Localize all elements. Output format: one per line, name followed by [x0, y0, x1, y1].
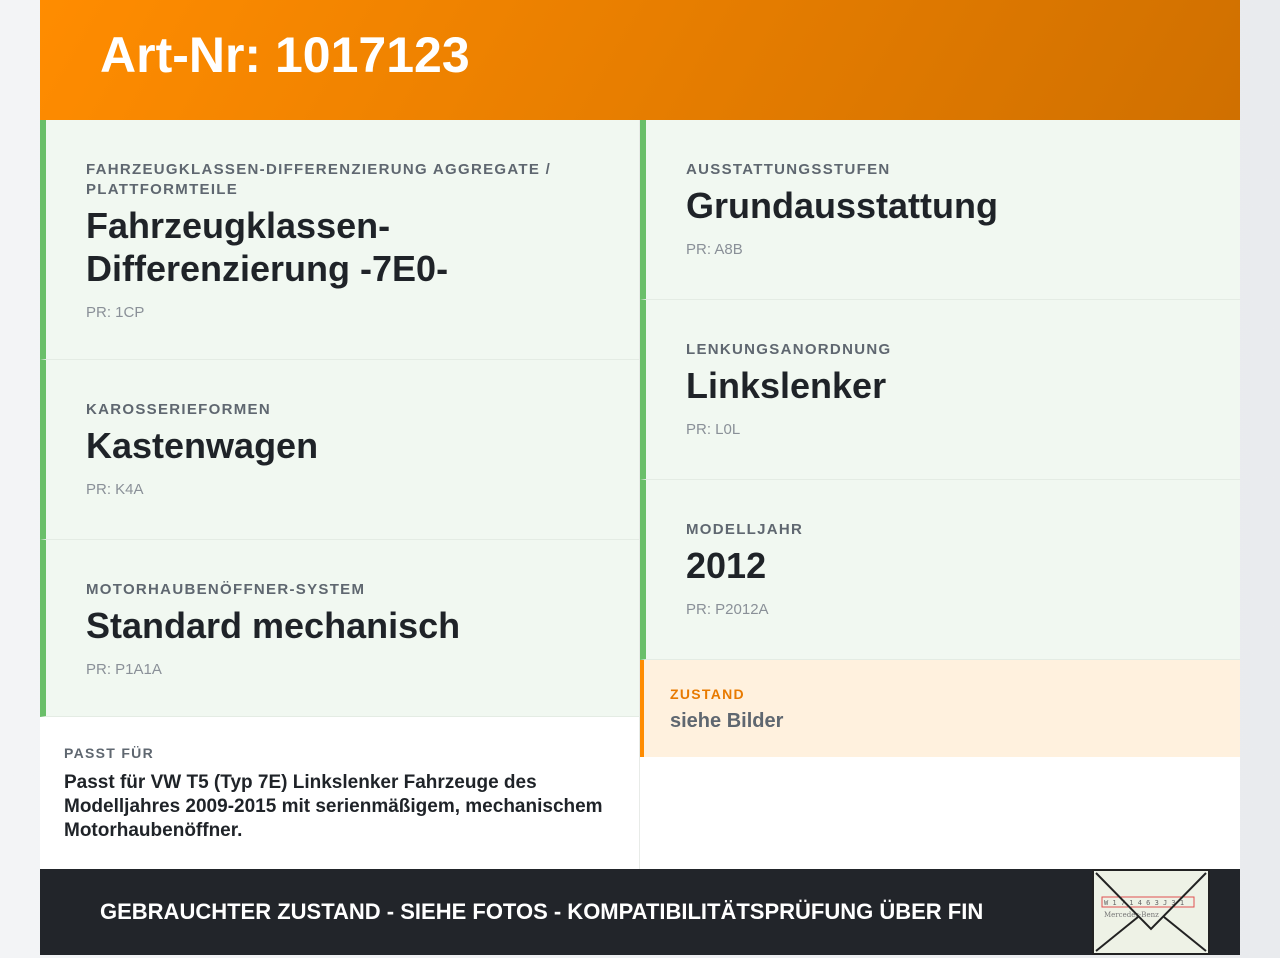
- attribute-card: Fahrzeugklassen-Differenzierung Aggregat…: [40, 120, 639, 361]
- attribute-label: Motorhaubenöffner-System: [86, 580, 366, 598]
- attribute-card: Lenkungsanordnung Linkslenker PR: L0L: [640, 300, 1240, 480]
- condition-card: Zustand siehe Bilder: [640, 660, 1240, 757]
- pr-code: PR: K4A: [86, 481, 144, 499]
- svg-text:W 1 7 1 4 6 3 J 3 1: W 1 7 1 4 6 3 J 3 1: [1104, 899, 1184, 907]
- attribute-value: Standard mechanisch: [86, 604, 461, 646]
- envelope-icon: W 1 7 1 4 6 3 J 3 1 Mercedes-Benz: [1095, 872, 1207, 952]
- vin-envelope-image: W 1 7 1 4 6 3 J 3 1 Mercedes-Benz: [1092, 869, 1210, 955]
- attribute-value: 2012: [686, 545, 767, 586]
- attribute-label: Modelljahr: [686, 521, 804, 538]
- attribute-label: Ausstattungsstufen: [686, 161, 891, 178]
- attribute-label: Lenkungsanordnung: [686, 341, 892, 358]
- attribute-card: Karosserieformen Kastenwagen PR: K4A: [40, 360, 639, 540]
- pr-code: PR: A8B: [686, 241, 743, 258]
- condition-value: siehe Bilder: [670, 710, 784, 732]
- footer-banner: GEBRAUCHTER ZUSTAND - SIEHE FOTOS - KOMP…: [40, 869, 1240, 955]
- attribute-value: Kastenwagen: [86, 425, 319, 467]
- fits-label: Passt für: [64, 745, 154, 761]
- header: Art-Nr: 1017123: [40, 0, 1240, 120]
- pr-code: PR: P2012A: [686, 601, 769, 618]
- attribute-value: Linkslenker: [686, 365, 887, 406]
- footer-text: GEBRAUCHTER ZUSTAND - SIEHE FOTOS - KOMP…: [100, 899, 984, 924]
- pr-code: PR: L0L: [686, 421, 741, 438]
- pr-code: PR: P1A1A: [86, 660, 162, 678]
- svg-text:Mercedes-Benz: Mercedes-Benz: [1104, 911, 1159, 919]
- attribute-card: Motorhaubenöffner-System Standard mechani…: [40, 539, 639, 717]
- attribute-card: Modelljahr 2012 PR: P2012A: [640, 480, 1240, 660]
- fits-text: Passt für VW T5 (Typ 7E) Linkslenker Fah…: [64, 772, 603, 841]
- attribute-value: Grundausstattung: [686, 185, 998, 226]
- attribute-label: Fahrzeugklassen-Differenzierung Aggregat…: [86, 161, 552, 198]
- product-sheet: Art-Nr: 1017123 Fahrzeugklassen-Differen…: [40, 0, 1240, 955]
- attribute-label: Karosserieformen: [86, 401, 271, 419]
- article-number: Art-Nr: 1017123: [100, 27, 470, 83]
- attribute-card: Ausstattungsstufen Grundausstattung PR: A8…: [640, 120, 1240, 300]
- fits-section: Passt für Passt für VW T5 (Typ 7E) Linksl…: [40, 717, 639, 869]
- condition-label: Zustand: [670, 686, 745, 702]
- pr-code: PR: 1CP: [86, 304, 145, 321]
- attribute-value: Fahrzeugklassen-Differenzierung -7E0-: [86, 205, 449, 289]
